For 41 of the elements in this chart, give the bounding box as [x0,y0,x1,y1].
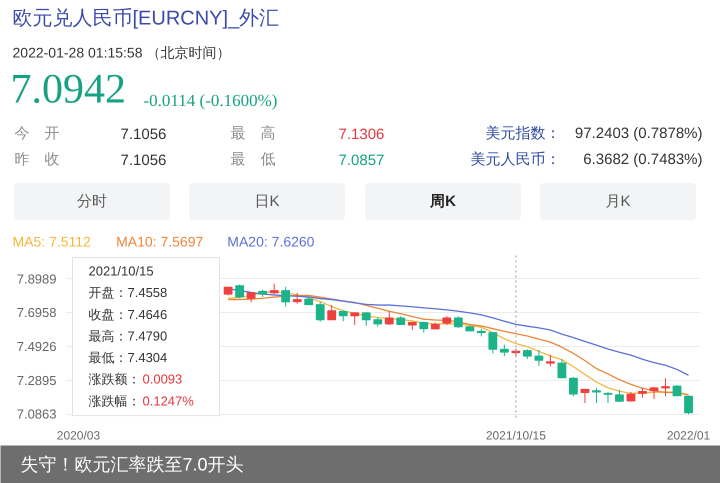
annotation: 0.0093 [142,372,182,387]
x-tick-label: 2021/10/15 [486,428,546,442]
y-tick-label: 7.0863 [16,406,57,422]
text: 月K [540,183,696,220]
text: MA5: 7.5112 [12,234,92,250]
text: 美元指数： [486,125,560,142]
y-tick-label: 7.6958 [16,305,57,320]
chart-title: 欧元兑人民币[EURCNY]_外汇 [12,8,280,30]
text: 日K [189,183,345,220]
text: MA10: 7.5697 [116,234,204,250]
chart-subtitle: 2022-01-28 01:15:58 （北京时间） [12,44,230,60]
text: 7.0942 [10,66,126,112]
annotation: 2021/10/15 [88,264,154,279]
annotation: 涨跌额： [88,372,140,387]
text: 6.3682 (0.7483%) [583,151,703,168]
text: 最 低 [230,151,276,168]
text: 今 开 [14,125,60,142]
y-tick-label: 7.2895 [16,372,57,388]
text: 7.1306 [338,126,384,143]
text: 分时 [14,183,170,220]
text: 7.1056 [120,126,166,143]
y-tick-label: 7.8989 [16,271,57,286]
text: 最 高 [230,125,276,142]
x-tick-label: 2020/03 [56,428,100,442]
text: 7.1056 [120,152,166,169]
annotation: 开盘：7.4558 [88,285,168,300]
text: 昨 收 [14,151,60,168]
x-tick-label: 2022/01 [666,428,711,442]
annotation: 最高：7.4790 [88,328,168,344]
text: 7.0857 [338,152,384,169]
annotation: 涨跌幅： [88,393,140,408]
text: 周K [365,183,521,220]
text: 美元人民币： [470,151,560,168]
text: 失守！欧元汇率跌至7.0开头 [20,454,244,474]
annotation: 最低：7.4304 [88,350,168,366]
annotation: 收盘：7.4646 [88,306,168,322]
text: -0.0114 (-0.1600%) [144,91,278,110]
text: 97.2403 (0.7878%) [574,125,703,142]
y-tick-label: 7.4926 [16,339,57,354]
annotation: 0.1247% [142,393,194,408]
text: MA20: 7.6260 [227,234,315,250]
